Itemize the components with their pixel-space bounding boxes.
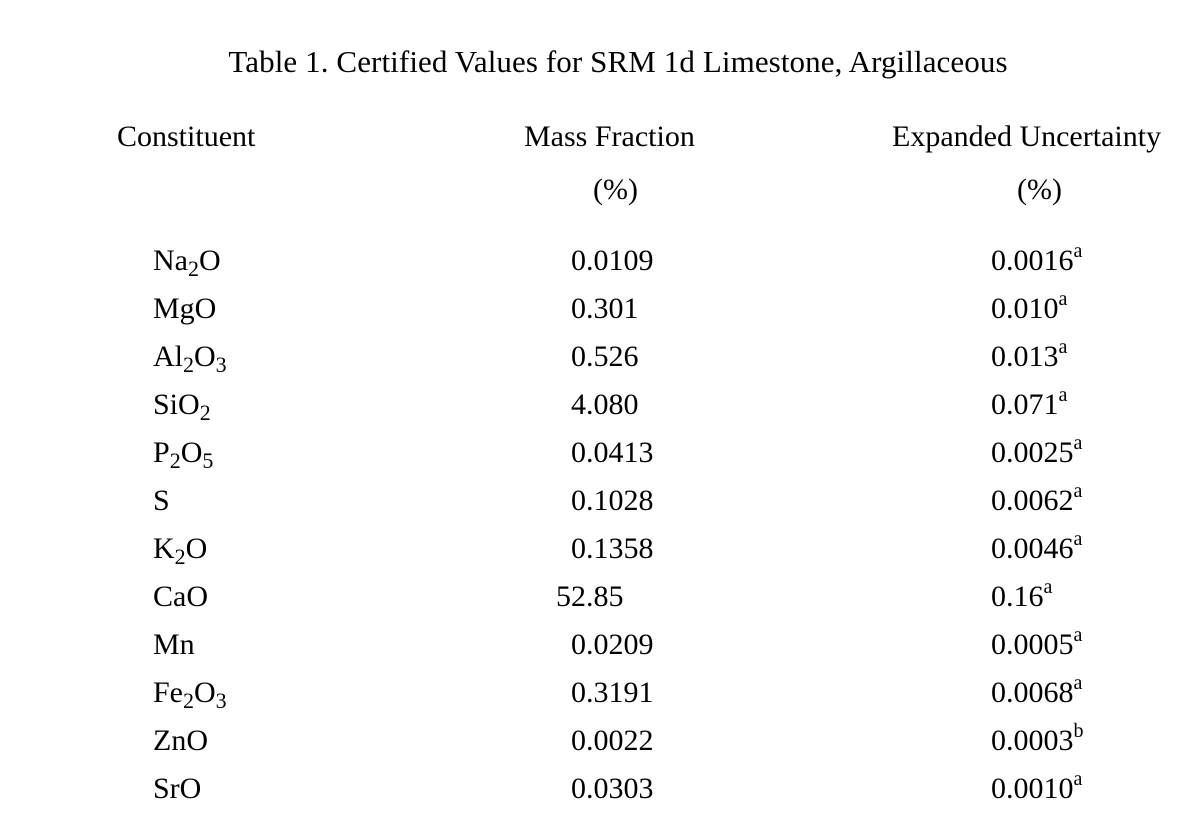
footnote-marker: a [1058, 336, 1068, 358]
table-row: SiO2 4.080 0.071a [0, 384, 1196, 436]
footnote-marker: a [1073, 672, 1083, 694]
header-expanded-uncertainty: Expanded Uncertainty [892, 120, 1162, 153]
mass-fraction-value: 4.080 [571, 388, 639, 421]
mass-fraction-value: 0.0413 [571, 436, 654, 469]
footnote-marker: a [1073, 432, 1083, 454]
table-row: MgO 0.301 0.010a [0, 288, 1196, 340]
uncertainty-value: 0.010a [991, 288, 1068, 325]
footnote-marker: a [1073, 528, 1083, 550]
uncertainty-value: 0.071a [991, 384, 1068, 421]
constituent-name: ZnO [153, 724, 208, 757]
uncertainty-value: 0.0016a [991, 240, 1083, 277]
uncertainty-value: 0.013a [991, 336, 1068, 373]
mass-fraction-value: 0.0022 [571, 724, 654, 757]
table-row: P2O5 0.0413 0.0025a [0, 432, 1196, 484]
mass-fraction-value: 52.85 [556, 580, 624, 613]
footnote-marker: b [1073, 720, 1084, 742]
uncertainty-value: 0.16a [991, 576, 1053, 613]
mass-fraction-value: 0.0109 [571, 244, 654, 277]
mass-fraction-value: 0.3191 [571, 676, 654, 709]
mass-fraction-value: 0.0303 [571, 772, 654, 805]
constituent-name: SrO [153, 772, 202, 805]
uncertainty-value: 0.0010a [991, 768, 1083, 805]
footnote-marker: a [1073, 768, 1083, 790]
header-mass-fraction-unit: (%) [593, 173, 638, 206]
table-title: Table 1. Certified Values for SRM 1d Lim… [228, 44, 1008, 79]
uncertainty-value: 0.0046a [991, 528, 1083, 565]
constituent-name: SiO2 [153, 388, 211, 425]
footnote-marker: a [1043, 576, 1053, 598]
table-row: Na2O 0.0109 0.0016a [0, 240, 1196, 292]
uncertainty-value: 0.0005a [991, 624, 1083, 661]
constituent-name: S [153, 484, 170, 517]
header-mass-fraction: Mass Fraction [524, 120, 695, 153]
table-row: Al2O3 0.526 0.013a [0, 336, 1196, 388]
header-expanded-uncertainty-unit: (%) [1017, 173, 1062, 206]
table-row: ZnO 0.0022 0.0003b [0, 720, 1196, 772]
footnote-marker: a [1058, 288, 1068, 310]
footnote-marker: a [1058, 384, 1068, 406]
footnote-marker: a [1073, 624, 1083, 646]
constituent-name: Na2O [153, 244, 221, 281]
constituent-name: MgO [153, 292, 217, 325]
constituent-name: CaO [153, 580, 208, 613]
table-row: Mn 0.0209 0.0005a [0, 624, 1196, 676]
mass-fraction-value: 0.1028 [571, 484, 654, 517]
mass-fraction-value: 0.301 [571, 292, 639, 325]
table-row: K2O 0.1358 0.0046a [0, 528, 1196, 580]
mass-fraction-value: 0.1358 [571, 532, 654, 565]
uncertainty-value: 0.0068a [991, 672, 1083, 709]
table-row: SrO 0.0303 0.0010a [0, 768, 1196, 820]
header-constituent: Constituent [117, 120, 256, 153]
constituent-name: Al2O3 [153, 340, 227, 377]
constituent-name: K2O [153, 532, 208, 569]
uncertainty-value: 0.0062a [991, 480, 1083, 517]
constituent-name: Mn [153, 628, 195, 661]
table-row: S 0.1028 0.0062a [0, 480, 1196, 532]
constituent-name: Fe2O3 [153, 676, 227, 713]
mass-fraction-value: 0.526 [571, 340, 639, 373]
uncertainty-value: 0.0025a [991, 432, 1083, 469]
footnote-marker: a [1073, 480, 1083, 502]
table-row: Fe2O3 0.3191 0.0068a [0, 672, 1196, 724]
table-row: CaO 52.85 0.16a [0, 576, 1196, 628]
constituent-name: P2O5 [153, 436, 214, 473]
mass-fraction-value: 0.0209 [571, 628, 654, 661]
uncertainty-value: 0.0003b [991, 720, 1084, 757]
footnote-marker: a [1073, 240, 1083, 262]
